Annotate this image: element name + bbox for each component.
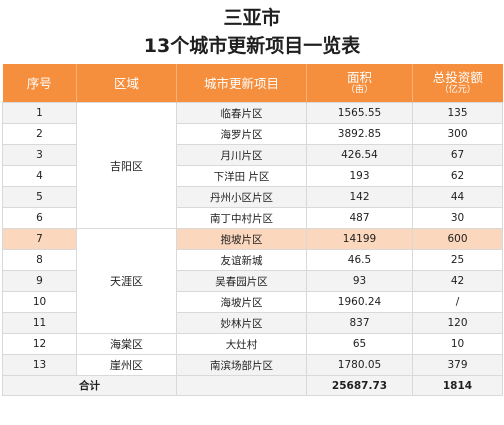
row-area: 487 <box>306 207 413 229</box>
row-area: 1780.05 <box>306 354 413 376</box>
total-area: 25687.73 <box>306 375 413 396</box>
title-table: 13个城市更新项目一览表 <box>143 35 361 57</box>
row-project: 妙林片区 <box>176 312 307 334</box>
header-index: 序号 <box>2 64 77 103</box>
row-investment: / <box>412 291 503 313</box>
header-district: 区域 <box>76 64 177 103</box>
table-row: 1 吉阳区 临春片区 1565.55 135 <box>2 102 503 229</box>
row-area: 193 <box>306 165 413 187</box>
row-project: 友谊新城 <box>176 249 307 271</box>
district-cell: 吉阳区 <box>76 102 177 229</box>
row-investment: 62 <box>412 165 503 187</box>
row-index: 12 <box>2 333 77 355</box>
row-project: 海罗片区 <box>176 123 307 145</box>
total-investment: 1814 <box>412 375 503 396</box>
row-index: 4 <box>2 165 77 187</box>
row-area: 426.54 <box>306 144 413 166</box>
row-index: 11 <box>2 312 77 334</box>
table-row: 8 友谊新城 46.5 25 <box>2 249 503 271</box>
district-cell: 崖州区 <box>76 354 177 376</box>
table-row: 4 下洋田 片区 193 62 <box>2 165 503 187</box>
row-project: 下洋田 片区 <box>176 165 307 187</box>
row-investment: 25 <box>412 249 503 271</box>
row-project: 大灶村 <box>176 333 307 355</box>
row-investment: 44 <box>412 186 503 208</box>
row-index: 2 <box>2 123 77 145</box>
district-cell: 海棠区 <box>76 333 177 355</box>
row-area: 93 <box>306 270 413 292</box>
header-investment: 总投资额 （亿元） <box>412 64 503 103</box>
row-project: 临春片区 <box>176 102 307 124</box>
row-project: 南滨场部片区 <box>176 354 307 376</box>
row-index: 3 <box>2 144 77 166</box>
total-empty <box>176 375 307 396</box>
row-area: 1960.24 <box>306 291 413 313</box>
header-area: 面积 （亩） <box>306 64 413 103</box>
title-block: 三亚市 13个城市更新项目一览表 <box>0 0 504 64</box>
row-index: 5 <box>2 186 77 208</box>
row-index: 8 <box>2 249 77 271</box>
row-project: 吴春园片区 <box>176 270 307 292</box>
header-project: 城市更新项目 <box>176 64 307 103</box>
row-area: 142 <box>306 186 413 208</box>
row-investment: 300 <box>412 123 503 145</box>
table-row-highlighted: 7 天涯区 抱坡片区 14199 600 <box>2 228 503 334</box>
row-investment: 67 <box>412 144 503 166</box>
row-project: 南丁中村片区 <box>176 207 307 229</box>
row-area: 65 <box>306 333 413 355</box>
row-area: 46.5 <box>306 249 413 271</box>
row-index: 1 <box>2 102 77 124</box>
title-city: 三亚市 <box>223 7 281 29</box>
row-investment: 30 <box>412 207 503 229</box>
projects-table: 序号 区域 城市更新项目 面积 （亩） 总投资额 （亿元） 1 吉阳区 临春片区… <box>2 64 503 396</box>
total-row: 合计 25687.73 1814 <box>2 375 503 396</box>
row-index: 7 <box>2 228 77 250</box>
row-project: 月川片区 <box>176 144 307 166</box>
row-investment: 135 <box>412 102 503 124</box>
row-project: 抱坡片区 <box>176 228 307 250</box>
table-row: 13 崖州区 南滨场部片区 1780.05 379 <box>2 354 503 376</box>
row-project: 丹州小区片区 <box>176 186 307 208</box>
row-index: 10 <box>2 291 77 313</box>
row-project: 海坡片区 <box>176 291 307 313</box>
header-row: 序号 区域 城市更新项目 面积 （亩） 总投资额 （亿元） <box>2 64 503 103</box>
row-investment: 10 <box>412 333 503 355</box>
table-row: 12 海棠区 大灶村 65 10 <box>2 333 503 355</box>
total-label: 合计 <box>2 375 177 396</box>
table-row: 11 妙林片区 837 120 <box>2 312 503 334</box>
row-investment: 120 <box>412 312 503 334</box>
row-area: 1565.55 <box>306 102 413 124</box>
table-row: 3 月川片区 426.54 67 <box>2 144 503 166</box>
district-cell: 天涯区 <box>76 228 177 334</box>
row-investment: 42 <box>412 270 503 292</box>
header-area-unit: （亩） <box>345 85 373 95</box>
row-area: 837 <box>306 312 413 334</box>
row-index: 6 <box>2 207 77 229</box>
row-index: 9 <box>2 270 77 292</box>
row-investment: 379 <box>412 354 503 376</box>
table-row: 9 吴春园片区 93 42 <box>2 270 503 292</box>
row-investment: 600 <box>412 228 503 250</box>
row-index: 13 <box>2 354 77 376</box>
header-investment-unit: （亿元） <box>439 85 476 95</box>
row-area: 3892.85 <box>306 123 413 145</box>
table-row: 5 丹州小区片区 142 44 <box>2 186 503 208</box>
row-area: 14199 <box>306 228 413 250</box>
